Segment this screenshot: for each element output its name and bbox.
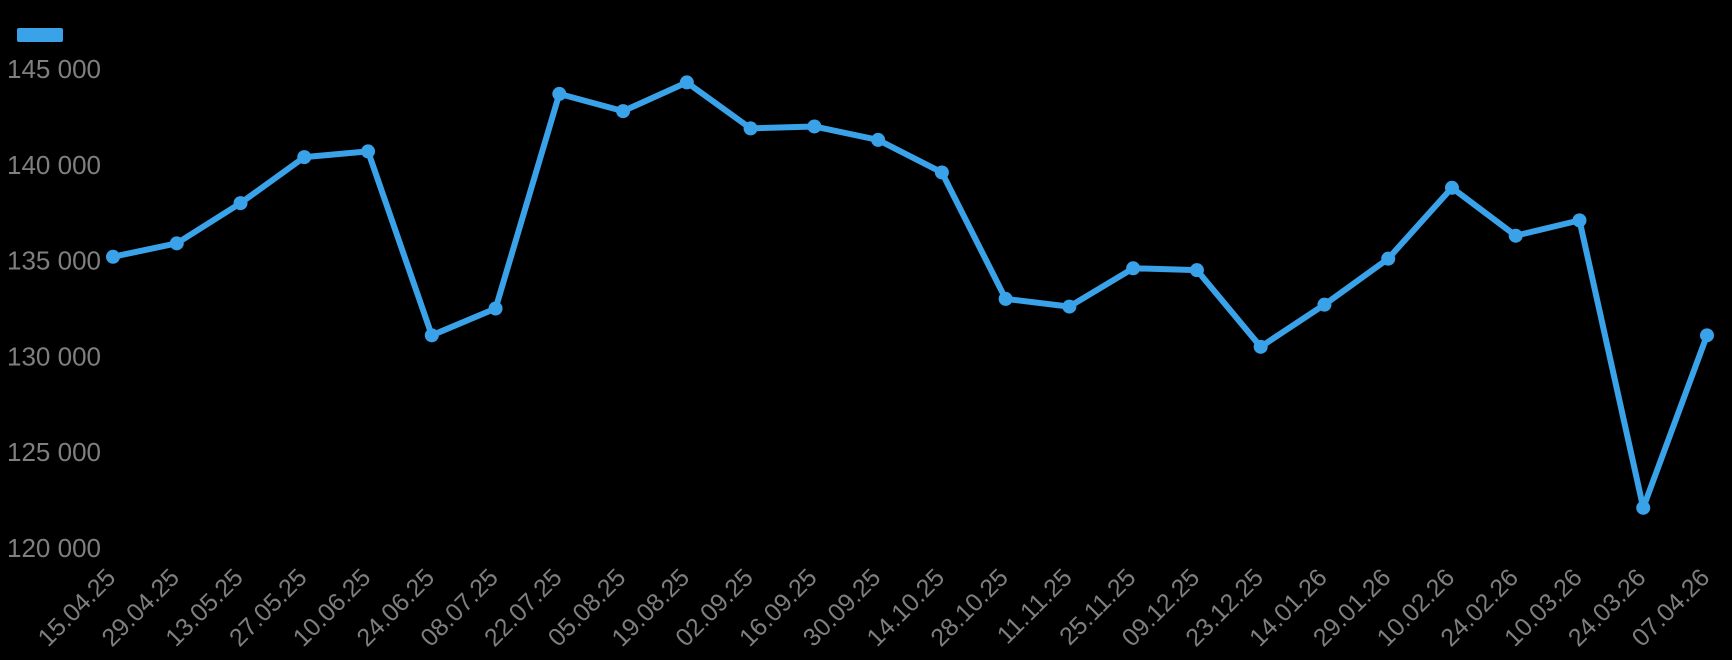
data-point-marker[interactable]	[1126, 261, 1141, 276]
data-point-marker[interactable]	[488, 301, 503, 316]
y-axis-label: 145 000	[7, 54, 101, 84]
data-point-marker[interactable]	[361, 144, 376, 159]
legend-swatch[interactable]	[17, 28, 63, 42]
data-point-marker[interactable]	[1444, 180, 1459, 195]
data-point-marker[interactable]	[1317, 297, 1332, 312]
data-point-marker[interactable]	[169, 236, 184, 251]
data-point-marker[interactable]	[1572, 213, 1587, 228]
y-axis-label: 135 000	[7, 246, 101, 276]
y-axis-label: 125 000	[7, 437, 101, 467]
data-point-marker[interactable]	[679, 75, 694, 90]
data-point-marker[interactable]	[1253, 339, 1268, 354]
data-point-marker[interactable]	[233, 196, 248, 211]
data-point-marker[interactable]	[1189, 263, 1204, 278]
data-point-marker[interactable]	[106, 249, 120, 264]
data-point-marker[interactable]	[871, 132, 886, 147]
data-point-marker[interactable]	[1062, 299, 1077, 314]
data-point-marker[interactable]	[807, 119, 822, 134]
data-point-marker[interactable]	[552, 86, 567, 101]
data-point-marker[interactable]	[1508, 228, 1523, 243]
y-axis-label: 120 000	[7, 533, 101, 563]
data-point-marker[interactable]	[1636, 500, 1651, 515]
data-point-marker[interactable]	[424, 328, 439, 343]
y-axis-label: 140 000	[7, 150, 101, 180]
data-point-marker[interactable]	[297, 150, 312, 165]
data-point-marker[interactable]	[743, 121, 758, 136]
data-point-marker[interactable]	[1381, 251, 1396, 266]
data-point-marker[interactable]	[934, 165, 949, 180]
y-axis-label: 130 000	[7, 341, 101, 371]
series-line	[110, 79, 1710, 511]
data-point-marker[interactable]	[1700, 328, 1714, 343]
data-point-marker[interactable]	[616, 104, 631, 119]
data-point-marker[interactable]	[998, 291, 1013, 306]
